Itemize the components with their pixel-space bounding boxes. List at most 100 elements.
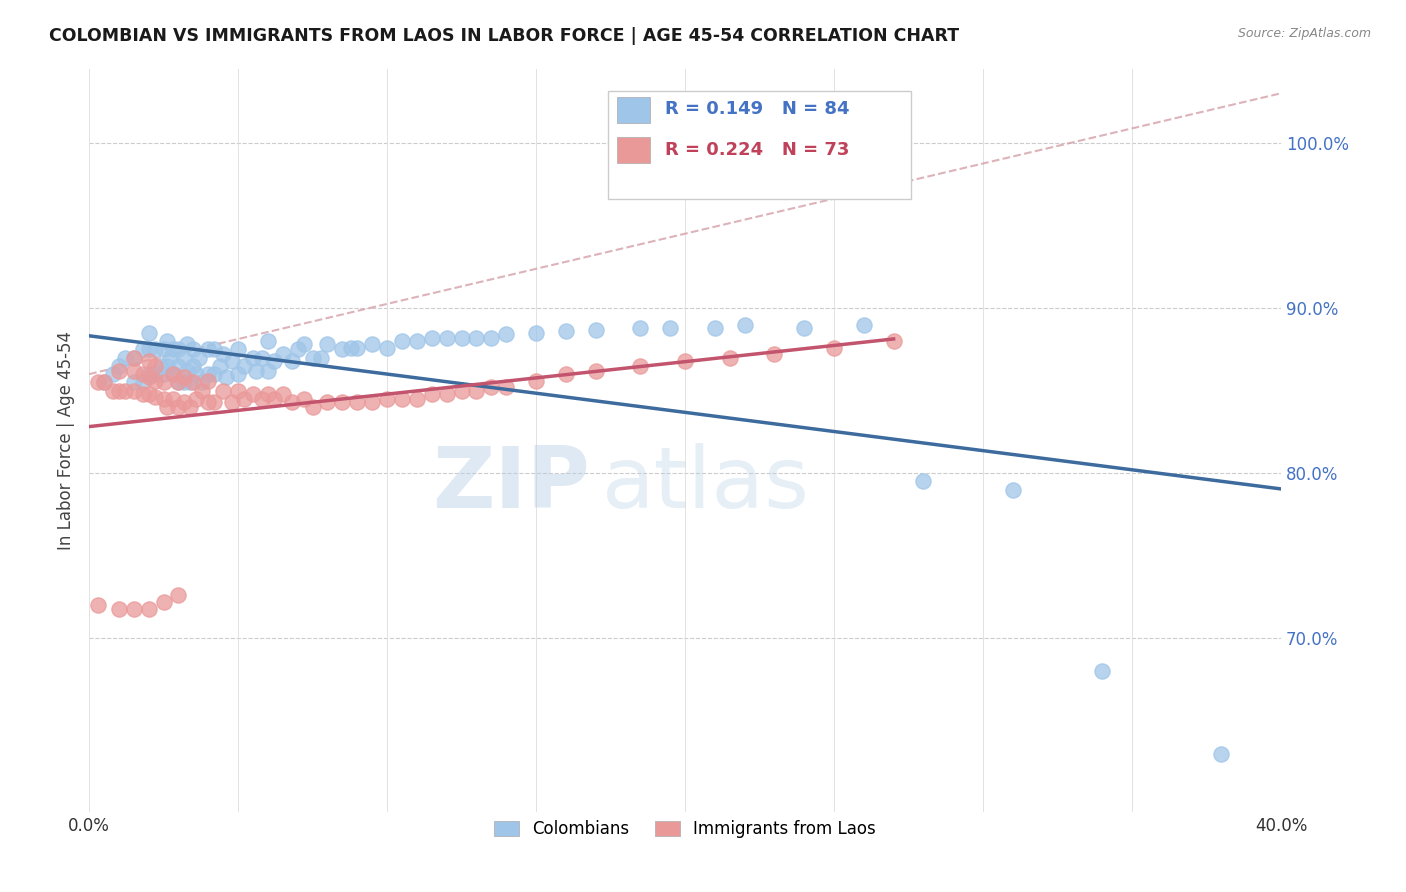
Point: [436, 387, 458, 401]
Point: [179, 400, 201, 414]
Point: [202, 343, 225, 357]
Point: [138, 354, 160, 368]
Point: [138, 326, 160, 340]
Point: [734, 318, 756, 332]
Point: [375, 392, 398, 406]
Point: [465, 384, 488, 398]
Point: [628, 321, 651, 335]
Point: [162, 367, 184, 381]
Point: [280, 354, 302, 368]
Point: [250, 351, 273, 365]
Point: [479, 380, 502, 394]
Point: [450, 384, 472, 398]
Point: [202, 367, 225, 381]
Point: [138, 370, 160, 384]
Point: [311, 351, 333, 365]
Point: [162, 367, 184, 381]
Point: [108, 384, 131, 398]
Point: [197, 374, 219, 388]
Point: [162, 343, 184, 357]
Point: [391, 334, 413, 348]
Point: [122, 351, 145, 365]
Point: [122, 601, 145, 615]
Point: [152, 343, 174, 357]
Point: [159, 351, 181, 365]
Point: [405, 392, 427, 406]
Point: [450, 331, 472, 345]
Point: [1091, 665, 1114, 679]
Point: [191, 376, 214, 390]
Text: R = 0.149   N = 84: R = 0.149 N = 84: [665, 101, 849, 119]
Point: [173, 395, 195, 409]
Point: [179, 376, 201, 390]
Point: [167, 376, 190, 390]
Bar: [617, 136, 651, 163]
Point: [554, 367, 576, 381]
Point: [131, 387, 153, 401]
Y-axis label: In Labor Force | Age 45-54: In Labor Force | Age 45-54: [58, 331, 75, 549]
Point: [167, 589, 190, 603]
FancyBboxPatch shape: [607, 91, 911, 199]
Point: [176, 337, 198, 351]
Point: [226, 384, 249, 398]
Point: [143, 359, 166, 373]
Point: [152, 392, 174, 406]
Point: [883, 334, 905, 348]
Point: [152, 595, 174, 609]
Point: [143, 390, 166, 404]
Point: [202, 395, 225, 409]
Point: [257, 334, 280, 348]
Point: [101, 367, 124, 381]
Point: [138, 387, 160, 401]
Point: [93, 376, 115, 390]
Point: [122, 384, 145, 398]
Point: [155, 359, 177, 373]
Point: [87, 376, 110, 390]
Point: [280, 395, 302, 409]
Point: [257, 387, 280, 401]
Point: [823, 341, 845, 355]
Point: [673, 354, 696, 368]
Point: [391, 392, 413, 406]
Point: [479, 331, 502, 345]
Point: [114, 351, 136, 365]
Point: [495, 380, 517, 394]
Point: [138, 601, 160, 615]
Point: [718, 351, 741, 365]
Point: [301, 400, 323, 414]
Point: [763, 347, 786, 361]
Point: [233, 392, 256, 406]
Point: [245, 364, 267, 378]
Point: [143, 343, 166, 357]
Point: [176, 364, 198, 378]
Point: [524, 326, 547, 340]
Point: [1211, 747, 1233, 761]
Point: [554, 324, 576, 338]
Point: [87, 599, 110, 613]
Point: [122, 376, 145, 390]
Point: [793, 321, 815, 335]
Point: [346, 395, 368, 409]
Point: [346, 341, 368, 355]
Point: [197, 395, 219, 409]
Point: [212, 347, 235, 361]
Point: [131, 343, 153, 357]
Point: [585, 322, 607, 336]
Point: [183, 359, 205, 373]
Point: [226, 343, 249, 357]
Point: [122, 364, 145, 378]
Point: [233, 359, 256, 373]
Point: [340, 341, 363, 355]
Point: [186, 392, 208, 406]
Point: [149, 359, 172, 373]
Point: [191, 384, 214, 398]
Point: [221, 395, 243, 409]
Point: [628, 359, 651, 373]
Point: [912, 475, 935, 489]
Point: [108, 359, 131, 373]
Point: [465, 331, 488, 345]
Point: [420, 387, 443, 401]
Point: [316, 395, 339, 409]
Point: [152, 376, 174, 390]
Point: [209, 359, 232, 373]
